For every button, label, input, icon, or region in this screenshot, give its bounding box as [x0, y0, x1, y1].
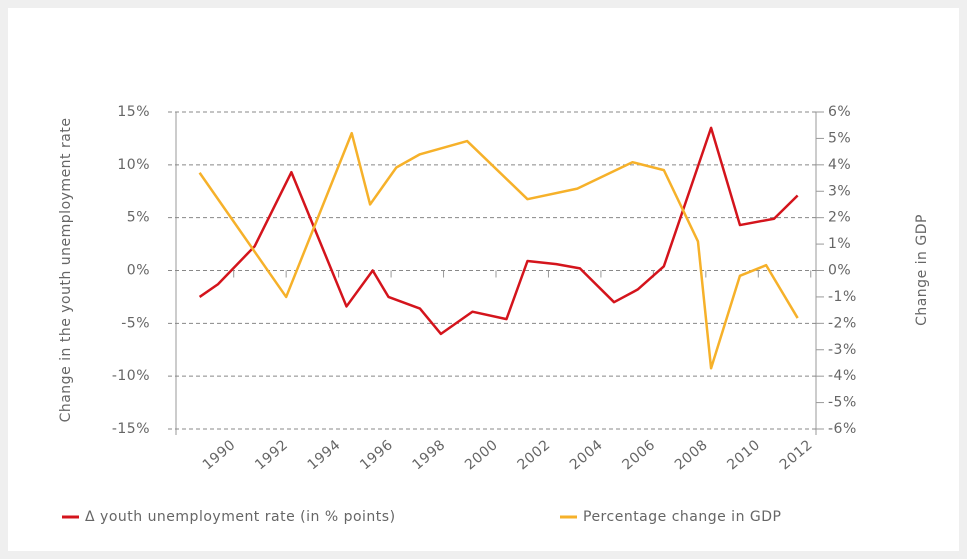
y2-tick-label: 5% [828, 130, 851, 146]
series-line [198, 131, 799, 370]
y2-tick-label: -2% [828, 315, 857, 331]
legend-label: Percentage change in GDP [583, 509, 781, 525]
y2-tick-label: -3% [828, 342, 857, 358]
legend-label: Δ youth unemployment rate (in % points) [85, 509, 396, 525]
y2-tick-label: 1% [828, 236, 851, 252]
y2-tick-label: 2% [828, 210, 851, 226]
y2-tick-label: -5% [828, 395, 857, 411]
y-tick-label: 10% [117, 157, 150, 173]
y-tick-label: -10% [112, 368, 150, 384]
y-tick-label: 0% [127, 263, 150, 279]
panel [8, 8, 959, 551]
y-tick-label: -15% [112, 421, 150, 437]
y2-tick-label: -1% [828, 289, 857, 305]
y2-tick-label: -4% [828, 368, 857, 384]
y2-tick-label: 0% [828, 263, 851, 279]
y2-axis-label: Change in GDP [914, 214, 930, 326]
y2-tick-label: 4% [828, 157, 851, 173]
y-tick-label: -5% [121, 315, 150, 331]
y2-tick-label: -6% [828, 421, 857, 437]
y2-tick-label: 6% [828, 104, 851, 120]
y-tick-label: 15% [117, 104, 150, 120]
series-line [198, 126, 799, 336]
y2-tick-label: 3% [828, 183, 851, 199]
y-tick-label: 5% [127, 210, 150, 226]
y-axis-label: Change in the youth unemployment rate [58, 118, 74, 423]
